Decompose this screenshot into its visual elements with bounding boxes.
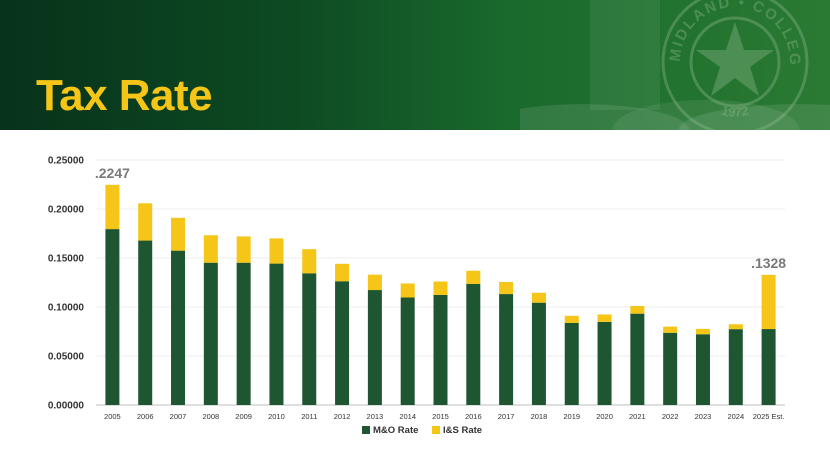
svg-text:1972: 1972	[720, 103, 750, 120]
bars	[105, 184, 776, 405]
is-rate-bar-2023	[695, 328, 710, 335]
x-tick-label: 2008	[202, 412, 219, 421]
legend-label: I&S Rate	[443, 425, 482, 436]
x-tick-label: 2021	[629, 412, 646, 421]
college-seal-logo: MIDLAND • COLLEGE 1972	[650, 0, 809, 130]
seal-text-bottom: 1972	[720, 103, 750, 120]
legend: M&O Rate I&S Rate	[362, 425, 482, 436]
x-tick-label: 2012	[334, 412, 351, 421]
mo-rate-bar-2008	[203, 262, 218, 405]
x-tick-label: 2017	[498, 412, 515, 421]
annotations: .2247 .1328	[95, 165, 786, 271]
is-rate-bar-2019	[564, 315, 579, 323]
mo-rate-bar-2024	[728, 329, 743, 405]
is-rate-bar-2006	[138, 203, 153, 241]
is-rate-bar-2009	[236, 236, 251, 263]
x-axis-ticks: 2005 2006 2007 2008 2009 2010 2011 2012 2013 2014…	[104, 412, 784, 421]
x-tick-label: 2025 Est.	[753, 412, 785, 421]
x-tick-label: 2011	[301, 412, 317, 421]
mo-rate-bar-2005	[105, 229, 120, 405]
header-banner: MIDLAND • COLLEGE 1972 Tax Rate	[0, 0, 830, 130]
is-rate-bar-2008	[203, 235, 218, 263]
mo-rate-bar-2009	[236, 262, 251, 405]
x-tick-label: 2018	[531, 412, 548, 421]
y-tick-label: 0.20000	[48, 205, 85, 216]
legend-swatch	[432, 426, 440, 434]
x-tick-label: 2006	[137, 412, 154, 421]
mo-rate-bar-2015	[433, 294, 448, 405]
x-tick-label: 2009	[235, 412, 252, 421]
x-tick-label: 2016	[465, 412, 482, 421]
background-building	[590, 0, 660, 110]
is-rate-bar-2014	[400, 283, 415, 298]
x-tick-label: 2010	[268, 412, 285, 421]
is-rate-bar-2012	[335, 263, 350, 282]
is-rate-bar-2020	[597, 314, 612, 322]
x-tick-label: 2024	[727, 412, 744, 421]
mo-rate-bar-2010	[269, 263, 284, 405]
y-tick-label: 0.25000	[48, 156, 85, 167]
x-tick-label: 2022	[662, 412, 679, 421]
is-rate-bar-2011	[302, 249, 317, 274]
x-tick-label: 2020	[596, 412, 613, 421]
mo-rate-bar-2012	[335, 281, 350, 405]
y-tick-label: 0.05000	[48, 352, 85, 363]
background-trees	[520, 70, 830, 130]
tax-rate-chart: 0.00000 0.05000 0.10000 0.15000 0.20000 0.250…	[48, 156, 786, 437]
y-axis-ticks: 0.00000 0.05000 0.10000 0.15000 0.20000 0.250…	[48, 156, 85, 412]
x-tick-label: 2023	[695, 412, 712, 421]
is-rate-bar-2022	[663, 326, 678, 333]
is-rate-bar-2016	[466, 270, 481, 284]
mo-rate-bar-2022	[663, 332, 678, 405]
mo-rate-bar-2014	[400, 297, 415, 405]
x-tick-label: 2015	[432, 412, 449, 421]
is-rate-bar-2017	[499, 282, 514, 295]
legend-swatch	[362, 426, 370, 434]
is-rate-bar-2013	[367, 274, 382, 291]
is-rate-bar-2015	[433, 281, 448, 295]
y-tick-label: 0.15000	[48, 254, 85, 265]
x-tick-label: 2014	[399, 412, 416, 421]
mo-rate-bar-2016	[466, 283, 481, 405]
mo-rate-bar-2011	[302, 273, 317, 405]
x-tick-label: 2005	[104, 412, 121, 421]
mo-rate-bar-2025Est	[761, 329, 776, 405]
mo-rate-bar-2020	[597, 321, 612, 405]
mo-rate-bar-2018	[531, 302, 546, 405]
mo-rate-bar-2023	[695, 334, 710, 405]
is-rate-bar-2018	[531, 292, 546, 303]
y-tick-label: 0.10000	[48, 303, 85, 314]
page-title: Tax Rate	[36, 71, 213, 120]
total-annotation: .2247	[95, 165, 130, 181]
mo-rate-bar-2019	[564, 322, 579, 405]
is-rate-bar-2007	[171, 217, 186, 251]
x-tick-label: 2013	[367, 412, 384, 421]
is-rate-bar-2010	[269, 238, 284, 264]
mo-rate-bar-2017	[499, 294, 514, 405]
mo-rate-bar-2021	[630, 313, 645, 405]
is-rate-bar-2005	[105, 184, 120, 230]
x-tick-label: 2007	[170, 412, 187, 421]
is-rate-bar-2024	[728, 324, 743, 330]
mo-rate-bar-2006	[138, 240, 153, 405]
x-tick-label: 2019	[563, 412, 580, 421]
mo-rate-bar-2013	[367, 290, 382, 405]
mo-rate-bar-2007	[171, 250, 186, 405]
total-annotation: .1328	[751, 255, 786, 271]
is-rate-bar-2021	[630, 306, 645, 314]
legend-label: M&O Rate	[373, 425, 418, 436]
is-rate-bar-2025Est	[761, 274, 776, 330]
y-tick-label: 0.00000	[48, 401, 85, 412]
